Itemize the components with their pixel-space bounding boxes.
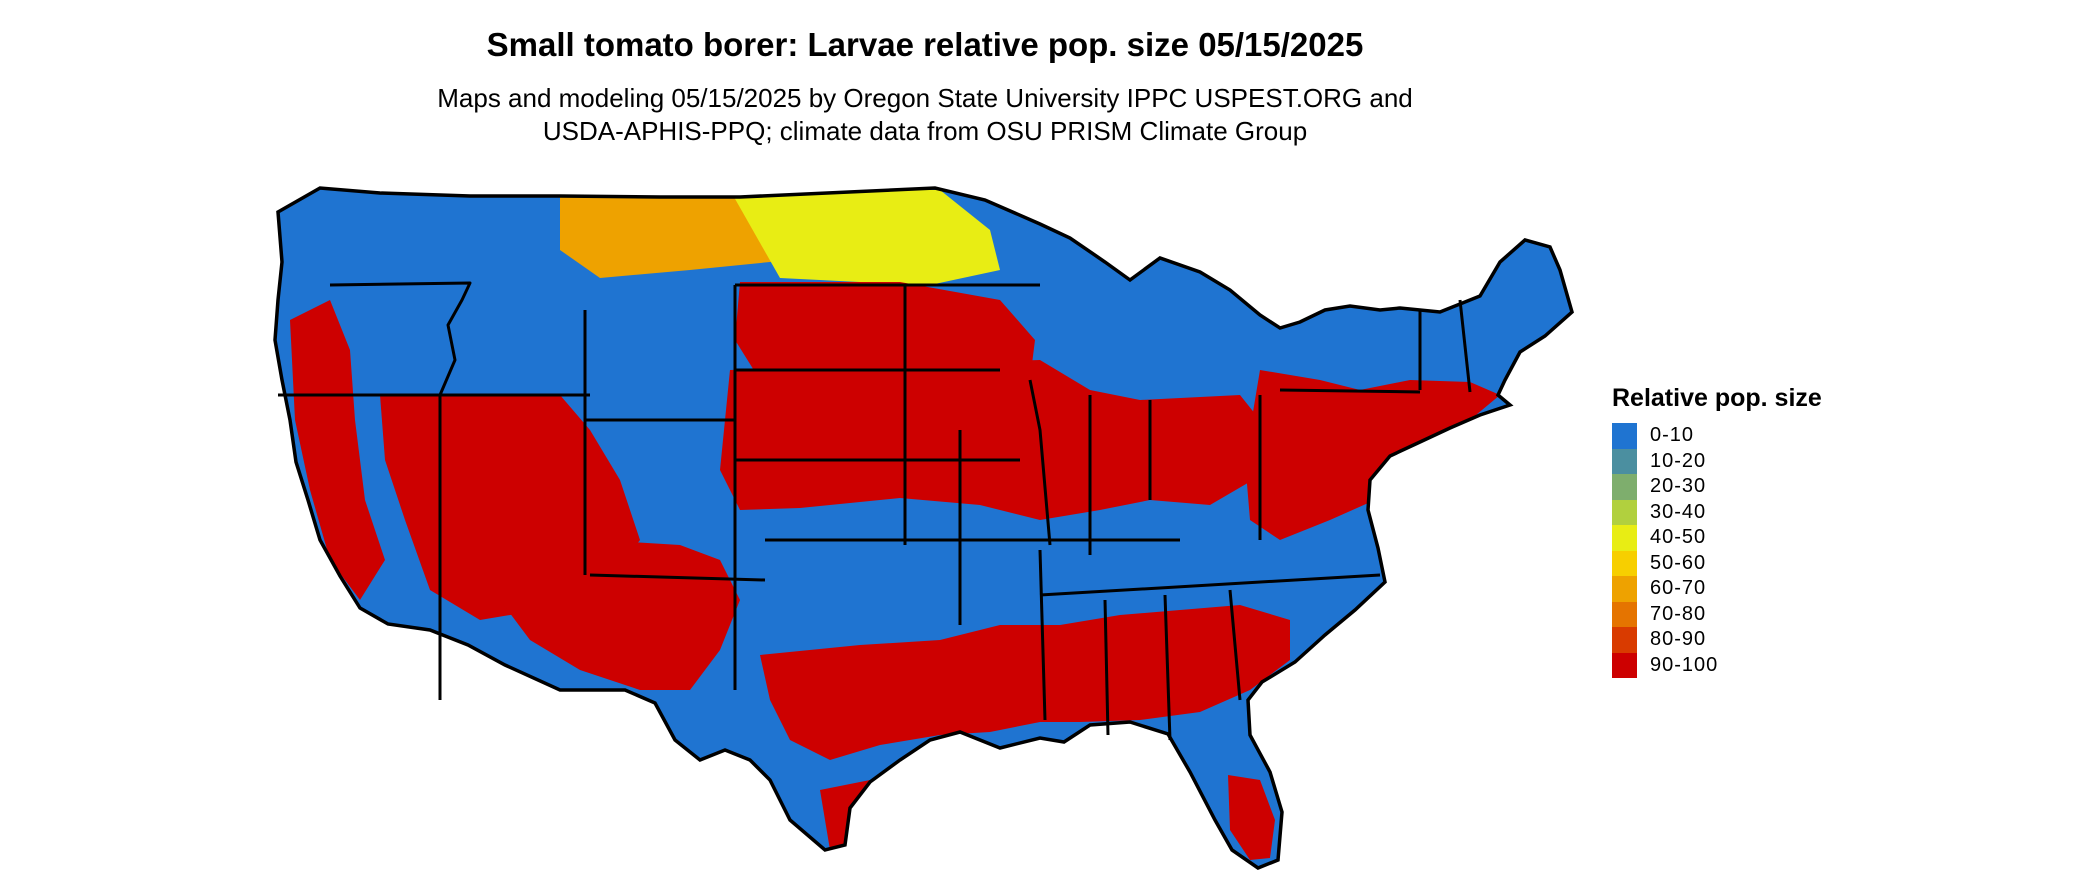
legend-item: 70-80 (1612, 601, 1822, 627)
legend-label: 60-70 (1650, 577, 1707, 600)
legend-item: 30-40 (1612, 499, 1822, 525)
legend-label: 50-60 (1650, 551, 1707, 574)
us-map (273, 186, 1574, 870)
region-florida-south (1228, 775, 1275, 860)
legend-item: 80-90 (1612, 627, 1822, 653)
legend-label: 40-50 (1650, 526, 1707, 549)
region-california-central (290, 300, 385, 600)
subtitle-line-1: Maps and modeling 05/15/2025 by Oregon S… (437, 83, 1413, 113)
legend-item: 0-10 (1612, 423, 1822, 449)
legend-swatch (1612, 423, 1637, 449)
heatmap-layer (275, 188, 1572, 868)
map-subtitle: Maps and modeling 05/15/2025 by Oregon S… (0, 82, 1850, 148)
legend-items: 0-10 10-20 20-30 30-40 40-50 50-60 60-70 70-80 8… (1612, 423, 1822, 678)
legend-swatch (1612, 448, 1637, 474)
region-mid-atlantic (1245, 370, 1500, 540)
legend-swatch (1612, 576, 1637, 602)
legend: Relative pop. size 0-10 10-20 20-30 30-40 40… (1612, 384, 1822, 678)
legend-label: 90-100 (1650, 653, 1719, 676)
legend-title: Relative pop. size (1612, 384, 1822, 412)
legend-item: 60-70 (1612, 576, 1822, 602)
legend-item: 50-60 (1612, 550, 1822, 576)
legend-swatch (1612, 652, 1637, 678)
legend-label: 0-10 (1650, 424, 1695, 447)
legend-label: 70-80 (1650, 602, 1707, 625)
legend-swatch (1612, 601, 1637, 627)
legend-label: 20-30 (1650, 475, 1707, 498)
region-gulf-states (760, 605, 1290, 760)
legend-swatch (1612, 627, 1637, 653)
region-north-dakota (730, 190, 1000, 285)
legend-swatch (1612, 474, 1637, 500)
state-borders (278, 281, 1472, 741)
legend-label: 30-40 (1650, 500, 1707, 523)
region-corn-belt (720, 360, 1270, 520)
legend-item: 20-30 (1612, 474, 1822, 500)
region-upper-plains-south-dakota (735, 282, 1035, 385)
legend-item: 10-20 (1612, 448, 1822, 474)
legend-swatch (1612, 525, 1637, 551)
subtitle-line-2: USDA-APHIS-PPQ; climate data from OSU PR… (542, 116, 1308, 146)
legend-item: 90-100 (1612, 652, 1822, 678)
legend-swatch (1612, 550, 1637, 576)
legend-swatch (1612, 499, 1637, 525)
legend-item: 40-50 (1612, 525, 1822, 551)
legend-label: 10-20 (1650, 449, 1707, 472)
map-title: Small tomato borer: Larvae relative pop.… (486, 26, 1364, 63)
legend-label: 80-90 (1650, 628, 1707, 651)
